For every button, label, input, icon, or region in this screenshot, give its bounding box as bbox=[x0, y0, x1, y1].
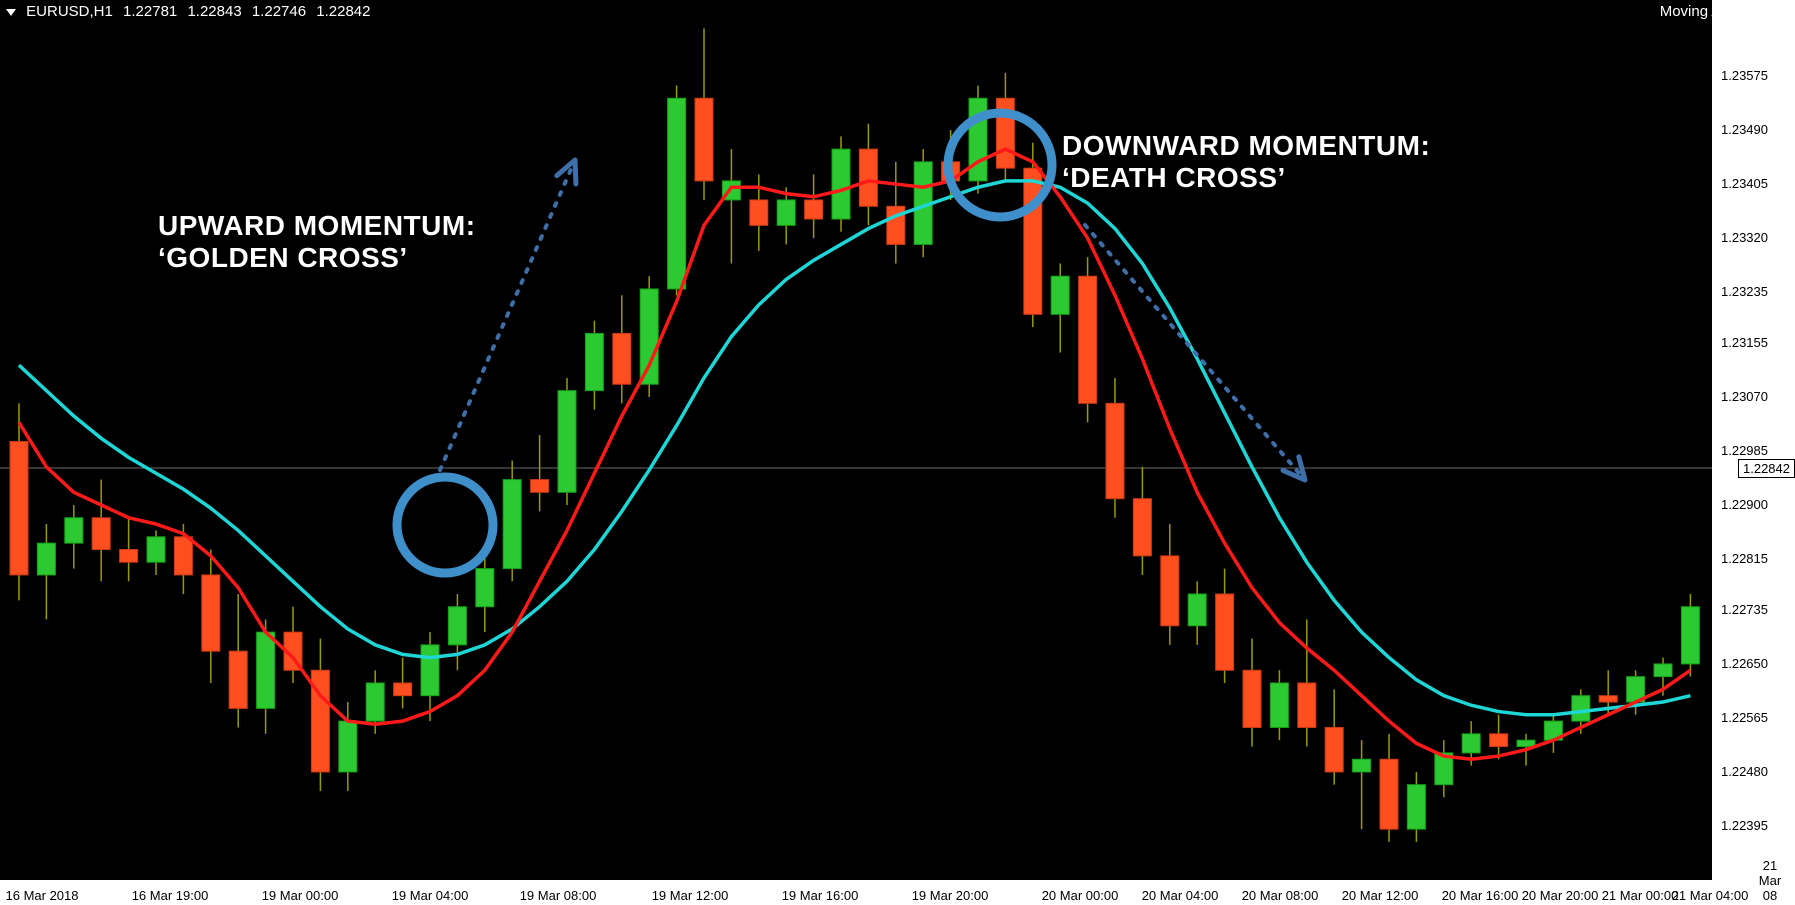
current-price-tag: 1.22842 bbox=[1738, 459, 1795, 478]
y-tick: 1.23490 bbox=[1721, 122, 1791, 137]
x-tick: 19 Mar 04:00 bbox=[392, 888, 469, 903]
x-tick: 16 Mar 2018 bbox=[6, 888, 79, 903]
x-tick: 21 Mar 08 bbox=[1758, 858, 1783, 903]
annotation-line: ‘GOLDEN CROSS’ bbox=[158, 242, 476, 274]
x-tick: 16 Mar 19:00 bbox=[132, 888, 209, 903]
y-tick: 1.22815 bbox=[1721, 551, 1791, 566]
x-tick: 19 Mar 20:00 bbox=[912, 888, 989, 903]
x-tick: 21 Mar 00:00 bbox=[1602, 888, 1679, 903]
sad-face-icon[interactable] bbox=[1771, 3, 1789, 21]
x-tick: 21 Mar 04:00 bbox=[1672, 888, 1749, 903]
x-tick: 19 Mar 12:00 bbox=[652, 888, 729, 903]
x-tick: 20 Mar 04:00 bbox=[1142, 888, 1219, 903]
y-tick: 1.22735 bbox=[1721, 602, 1791, 617]
annotation-golden-cross: UPWARD MOMENTUM:‘GOLDEN CROSS’ bbox=[158, 210, 476, 274]
x-tick: 20 Mar 08:00 bbox=[1242, 888, 1319, 903]
y-tick: 1.22565 bbox=[1721, 710, 1791, 725]
x-tick: 20 Mar 20:00 bbox=[1522, 888, 1599, 903]
ohlc-h: 1.22843 bbox=[187, 3, 241, 20]
ohlc-l: 1.22746 bbox=[252, 3, 306, 20]
dropdown-icon[interactable] bbox=[6, 9, 16, 16]
y-tick: 1.22985 bbox=[1721, 443, 1791, 458]
ohlc-o: 1.22781 bbox=[123, 3, 177, 20]
y-tick: 1.22650 bbox=[1721, 656, 1791, 671]
x-tick: 19 Mar 08:00 bbox=[520, 888, 597, 903]
annotation-line: UPWARD MOMENTUM: bbox=[158, 210, 476, 242]
y-tick: 1.22900 bbox=[1721, 497, 1791, 512]
y-tick: 1.22395 bbox=[1721, 818, 1791, 833]
chart-header: EURUSD,H1 1.22781 1.22843 1.22746 1.2284… bbox=[6, 3, 376, 20]
x-tick: 20 Mar 00:00 bbox=[1042, 888, 1119, 903]
x-tick: 20 Mar 12:00 bbox=[1342, 888, 1419, 903]
ohlc-c: 1.22842 bbox=[316, 3, 370, 20]
x-tick: 19 Mar 16:00 bbox=[782, 888, 859, 903]
y-tick: 1.23405 bbox=[1721, 176, 1791, 191]
annotation-death-cross: DOWNWARD MOMENTUM:‘DEATH CROSS’ bbox=[1062, 130, 1430, 194]
y-tick: 1.23575 bbox=[1721, 68, 1791, 83]
y-tick: 1.23155 bbox=[1721, 335, 1791, 350]
candlestick-chart[interactable] bbox=[0, 0, 1795, 905]
annotation-line: ‘DEATH CROSS’ bbox=[1062, 162, 1430, 194]
x-tick: 20 Mar 16:00 bbox=[1442, 888, 1519, 903]
y-tick: 1.22480 bbox=[1721, 764, 1791, 779]
indicator-label: Moving Average bbox=[1660, 3, 1767, 20]
y-tick: 1.23070 bbox=[1721, 389, 1791, 404]
y-tick: 1.23235 bbox=[1721, 284, 1791, 299]
x-tick: 19 Mar 00:00 bbox=[262, 888, 339, 903]
y-tick: 1.23320 bbox=[1721, 230, 1791, 245]
annotation-line: DOWNWARD MOMENTUM: bbox=[1062, 130, 1430, 162]
symbol-label: EURUSD,H1 bbox=[26, 3, 113, 20]
